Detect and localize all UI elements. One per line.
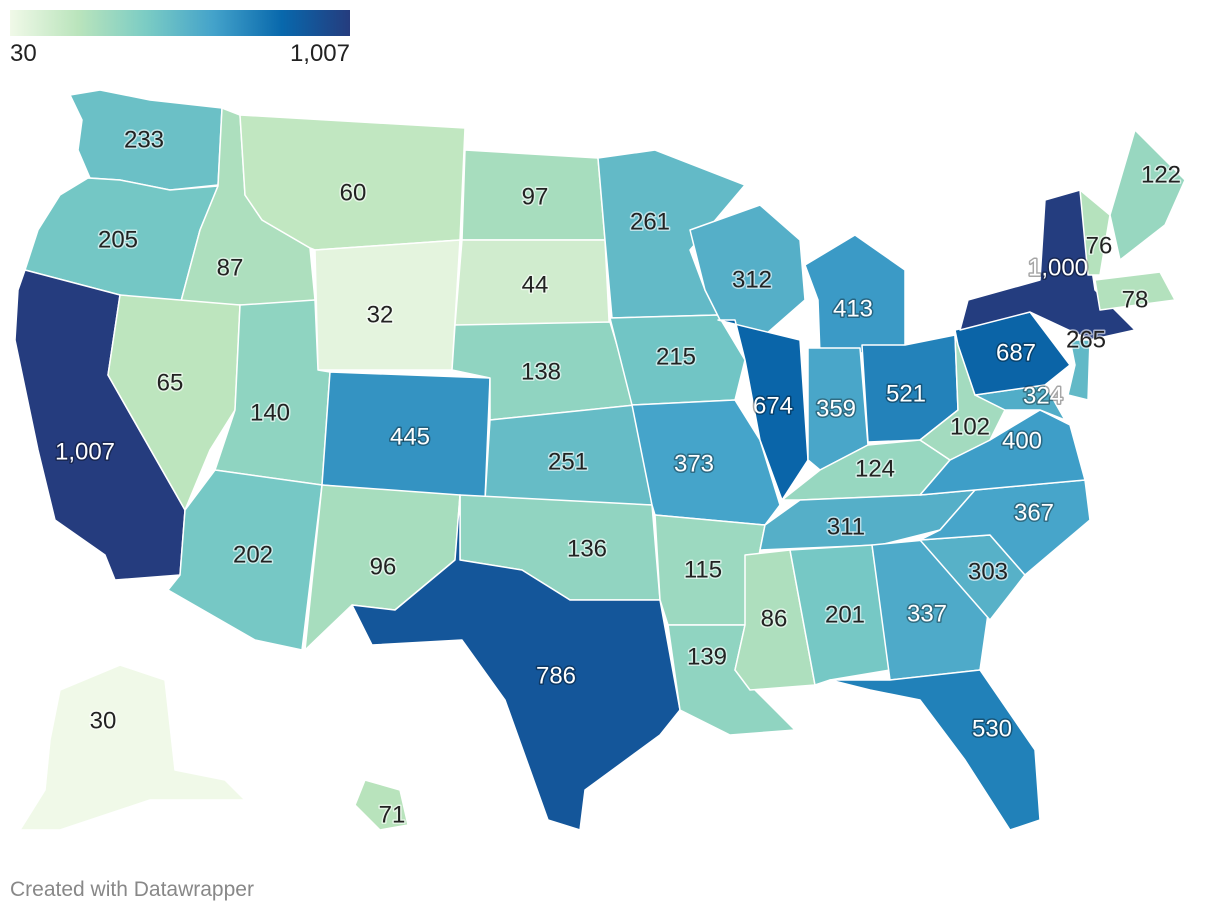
state-label-mississippi: 86 xyxy=(761,606,788,633)
state-shape-vermont[interactable] xyxy=(1079,189,1111,276)
state-label-minnesota: 261 xyxy=(630,209,670,236)
state-label-south-carolina: 303 xyxy=(968,559,1008,586)
state-label-alaska: 30 xyxy=(90,708,117,735)
legend-max-label: 1,007 xyxy=(289,40,350,67)
state-shape-wisconsin[interactable] xyxy=(689,204,806,336)
state-label-georgia: 337 xyxy=(907,601,947,628)
state-shape-alaska[interactable] xyxy=(19,664,246,831)
state-label-arizona: 202 xyxy=(233,542,273,569)
state-shape-new-york[interactable] xyxy=(959,189,1136,341)
state-shape-missouri[interactable] xyxy=(631,399,781,526)
state-shape-texas[interactable] xyxy=(351,494,681,831)
state-label-alabama: 201 xyxy=(825,602,865,629)
state-shape-massachusetts[interactable] xyxy=(1094,271,1176,311)
state-shape-maine[interactable] xyxy=(1109,129,1186,261)
color-legend: 30 1,007 xyxy=(10,10,350,67)
state-label-louisiana: 139 xyxy=(687,644,727,671)
state-label-michigan: 413 xyxy=(833,296,873,323)
state-label-massachusetts: 78 xyxy=(1122,287,1149,314)
state-label-maryland: 324 xyxy=(1023,383,1063,410)
datawrapper-credit: Created with Datawrapper xyxy=(10,878,254,901)
state-label-california: 1,007 xyxy=(55,439,115,466)
state-label-iowa: 215 xyxy=(656,344,696,371)
state-label-idaho: 87 xyxy=(217,255,244,282)
state-label-washington: 233 xyxy=(124,127,164,154)
state-label-missouri: 373 xyxy=(674,451,714,478)
state-shape-alabama[interactable] xyxy=(789,544,891,686)
state-label-kentucky: 124 xyxy=(855,456,895,483)
state-label-utah: 140 xyxy=(250,400,290,427)
legend-gradient-bar xyxy=(10,10,350,36)
state-shape-montana[interactable] xyxy=(239,114,466,251)
state-labels: 233 205 1,007 87 65 60 32 140 202 445 96 97 44 138 251… xyxy=(53,125,1182,830)
state-label-west-virginia: 102 xyxy=(950,414,990,441)
state-shapes xyxy=(14,89,1186,831)
state-label-oregon: 205 xyxy=(98,227,138,254)
state-shape-illinois[interactable] xyxy=(717,319,809,501)
state-label-south-dakota: 44 xyxy=(522,272,549,299)
state-label-vermont: 76 xyxy=(1086,233,1113,260)
state-label-nevada: 65 xyxy=(157,370,184,397)
legend-min-label: 30 xyxy=(10,40,37,67)
state-label-indiana: 359 xyxy=(816,396,856,423)
state-label-virginia: 400 xyxy=(1002,428,1042,455)
state-shape-new-jersey[interactable] xyxy=(1067,339,1091,401)
state-label-maine: 122 xyxy=(1141,162,1181,189)
state-label-oklahoma: 136 xyxy=(567,536,607,563)
state-label-tennessee: 311 xyxy=(827,514,865,541)
state-label-hawaii: 71 xyxy=(379,802,406,829)
state-label-montana: 60 xyxy=(340,180,367,207)
state-label-pennsylvania: 687 xyxy=(996,340,1036,367)
state-label-new-york: 1,000 xyxy=(1028,255,1088,282)
state-shape-hawaii[interactable] xyxy=(354,779,409,831)
state-label-new-mexico: 96 xyxy=(370,554,397,581)
state-label-illinois: 674 xyxy=(753,393,793,420)
state-label-colorado: 445 xyxy=(390,424,430,451)
state-label-nebraska: 138 xyxy=(521,359,561,386)
state-shape-florida[interactable] xyxy=(829,669,1041,831)
state-label-wyoming: 32 xyxy=(367,302,394,329)
state-label-wisconsin: 312 xyxy=(732,267,772,294)
state-label-north-carolina: 367 xyxy=(1014,500,1054,527)
state-label-arkansas: 115 xyxy=(684,557,722,584)
state-shape-iowa[interactable] xyxy=(609,314,746,406)
state-label-florida: 530 xyxy=(972,716,1012,743)
us-choropleth-map: 233 205 1,007 87 65 60 32 140 202 445 96 97 44 138 251… xyxy=(14,89,1186,831)
state-label-ohio: 521 xyxy=(886,381,926,408)
state-label-texas: 786 xyxy=(536,663,576,690)
state-label-new-jersey: 265 xyxy=(1066,327,1106,354)
state-label-kansas: 251 xyxy=(548,449,588,476)
state-label-north-dakota: 97 xyxy=(522,184,549,211)
